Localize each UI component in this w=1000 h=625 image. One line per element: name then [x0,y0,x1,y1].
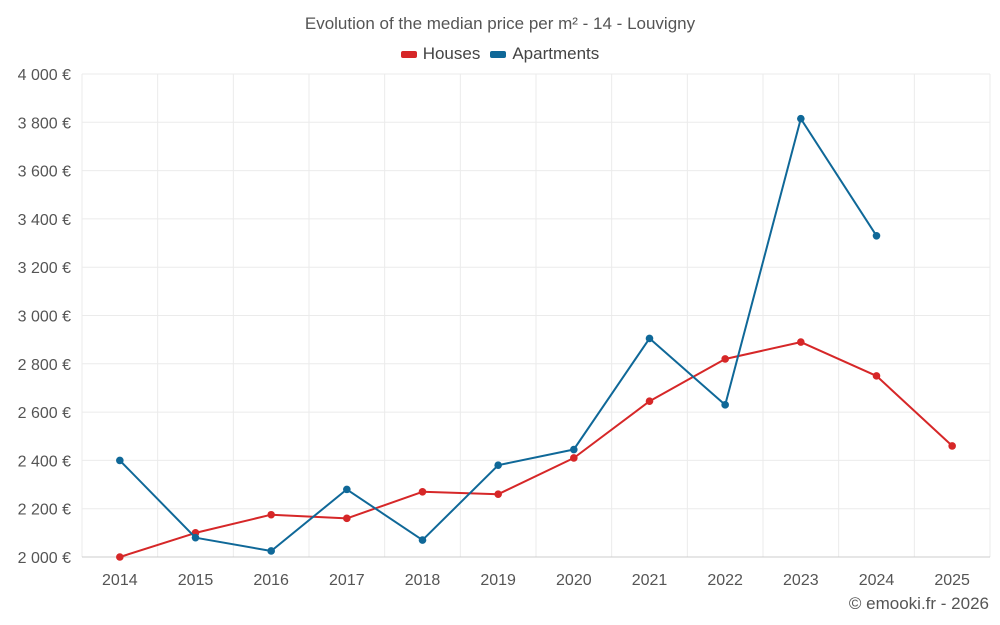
data-point-houses [494,490,502,499]
legend-label-apartments: Apartments [512,44,600,63]
data-point-apartments [418,536,427,544]
y-tick-label: 2 200 € [18,502,71,519]
data-point-houses [418,487,427,496]
legend: Houses Apartments [0,44,1000,64]
chart-title: Evolution of the median price per m² - 1… [304,14,696,33]
x-tick-label: 2017 [329,572,365,589]
x-tick-label: 2019 [480,572,516,589]
data-point-houses [645,397,654,406]
data-point-apartments [721,401,729,409]
legend-swatch-apartments [490,50,507,58]
data-point-apartments [267,547,275,555]
y-tick-label: 3 600 € [18,164,71,181]
data-point-houses [797,338,805,346]
y-tick-label: 2 800 € [18,357,71,374]
data-point-apartments [116,456,124,465]
legend-item-houses[interactable]: Houses [400,44,481,64]
x-tick-label: 2024 [859,572,895,589]
x-tick-label: 2018 [405,572,441,589]
data-point-apartments [872,232,881,240]
data-point-apartments [494,461,502,470]
x-tick-label: 2025 [934,572,970,589]
y-tick-label: 2 400 € [18,453,71,470]
legend-label-houses: Houses [422,44,481,63]
data-point-houses [721,355,729,363]
credit-text: © emooki.fr - 2026 [848,594,989,613]
data-point-houses [948,442,956,450]
x-tick-label: 2014 [102,572,138,589]
x-tick-label: 2023 [783,572,819,589]
x-tick-label: 2020 [556,572,592,589]
data-point-apartments [343,485,351,494]
data-point-apartments [797,114,805,123]
data-point-houses [343,514,351,523]
y-tick-label: 2 000 € [18,550,71,567]
y-tick-label: 3 000 € [18,309,71,326]
data-point-houses [116,553,124,561]
y-tick-label: 3 200 € [18,260,71,277]
x-tick-label: 2016 [253,572,289,589]
data-point-houses [267,510,275,519]
y-tick-label: 3 800 € [18,115,71,132]
data-point-apartments [570,445,578,454]
data-point-apartments [645,334,654,343]
legend-item-apartments[interactable]: Apartments [490,44,599,64]
data-point-houses [570,454,578,462]
legend-swatch-houses [400,50,417,58]
series-line-houses [119,341,953,558]
x-tick-label: 2022 [707,572,743,589]
x-tick-label: 2015 [178,572,214,589]
y-tick-label: 3 400 € [18,212,71,229]
data-point-apartments [191,533,200,542]
y-tick-label: 2 600 € [18,405,71,422]
x-tick-label: 2021 [632,572,668,589]
y-tick-label: 4 000 € [18,67,71,84]
data-point-houses [872,372,881,380]
